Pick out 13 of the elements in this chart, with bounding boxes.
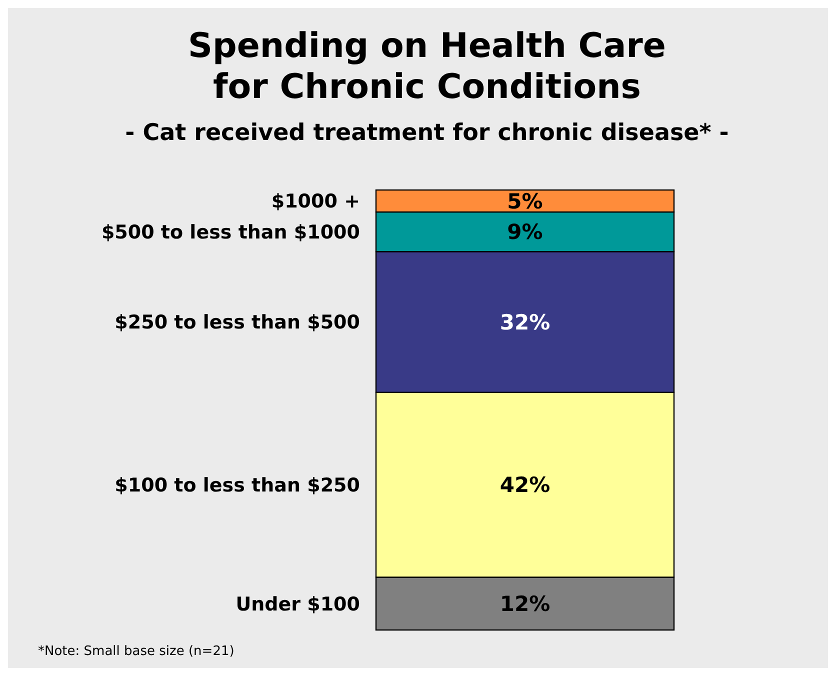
series-label: Under $100 — [236, 593, 360, 616]
data-label: 5% — [507, 189, 543, 214]
data-label: 9% — [507, 220, 543, 244]
series-label: $500 to less than $1000 — [101, 221, 360, 244]
data-label: 42% — [500, 473, 550, 498]
data-label: 12% — [500, 592, 550, 616]
text: *Note: Small base size (n=21) — [38, 644, 234, 659]
series-label: $1000 + — [271, 190, 360, 213]
data-label: 32% — [500, 310, 550, 334]
series-label: $250 to less than $500 — [114, 312, 360, 334]
chart-subtitle: - Cat received treatment for chronic disease* - — [125, 120, 729, 146]
chart-title: Spending on Health Care for Chronic Conditions — [188, 26, 666, 107]
series-label: $100 to less than $250 — [114, 474, 360, 496]
